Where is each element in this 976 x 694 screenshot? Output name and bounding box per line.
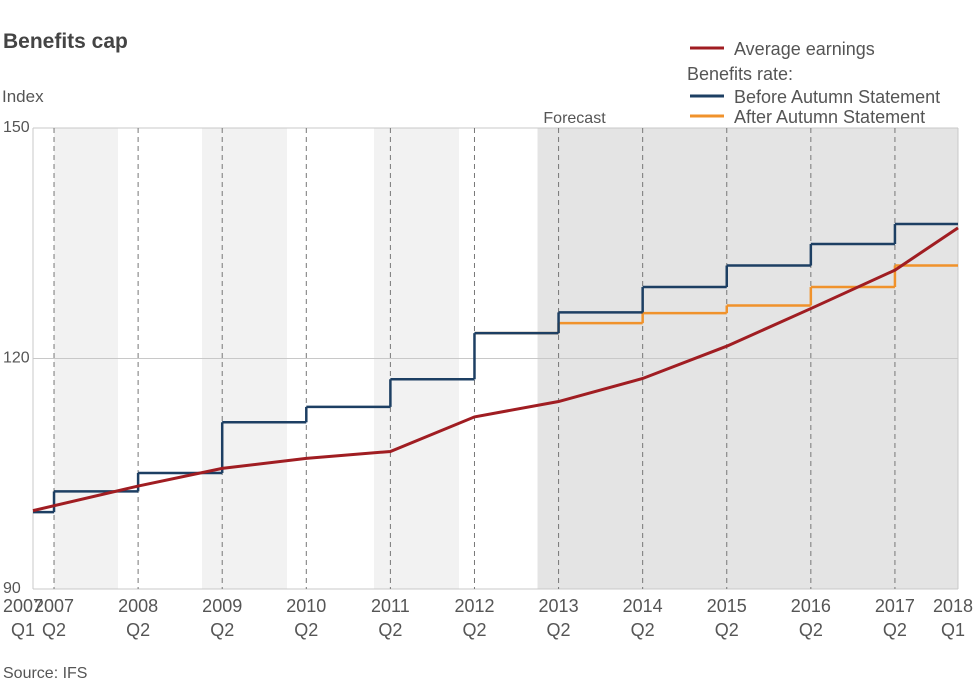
- y-tick-label: 90: [3, 580, 21, 597]
- legend-label: After Autumn Statement: [734, 107, 925, 127]
- x-tick-label: 2007 Q2: [33, 596, 75, 640]
- line: [32, 226, 959, 513]
- legend-group-title: Benefits rate:: [687, 64, 793, 84]
- annotation: Forecast: [543, 110, 606, 127]
- y-tick-label: 120: [3, 350, 30, 367]
- x-tick-label: 2008 Q2: [118, 596, 159, 640]
- x-tick-label: 2010 Q2: [286, 596, 327, 640]
- source: Source: IFS: [3, 665, 87, 682]
- x-tick-label: 2012 Q2: [454, 596, 495, 640]
- y-tick-label: 150: [3, 119, 30, 136]
- x-tick-label: 2007 Q1: [3, 596, 44, 640]
- x-tick-label: 2009 Q2: [202, 596, 243, 640]
- x-tick-label: 2011 Q2: [371, 596, 410, 640]
- x-tick-label: 2013 Q2: [538, 596, 579, 640]
- x-tick-label: 2016 Q2: [790, 596, 831, 640]
- y-axis-label: Index: [2, 87, 44, 106]
- legend-label: Before Autumn Statement: [734, 87, 940, 107]
- x-tick-label: 2017 Q2: [874, 596, 915, 640]
- legend-label: Average earnings: [734, 39, 875, 59]
- x-tick-label: 2015 Q2: [706, 596, 747, 640]
- x-tick-label: 2014 Q2: [622, 596, 663, 640]
- x-tick-label: 2018 Q1: [932, 596, 973, 640]
- chart-title: Benefits cap: [3, 30, 128, 53]
